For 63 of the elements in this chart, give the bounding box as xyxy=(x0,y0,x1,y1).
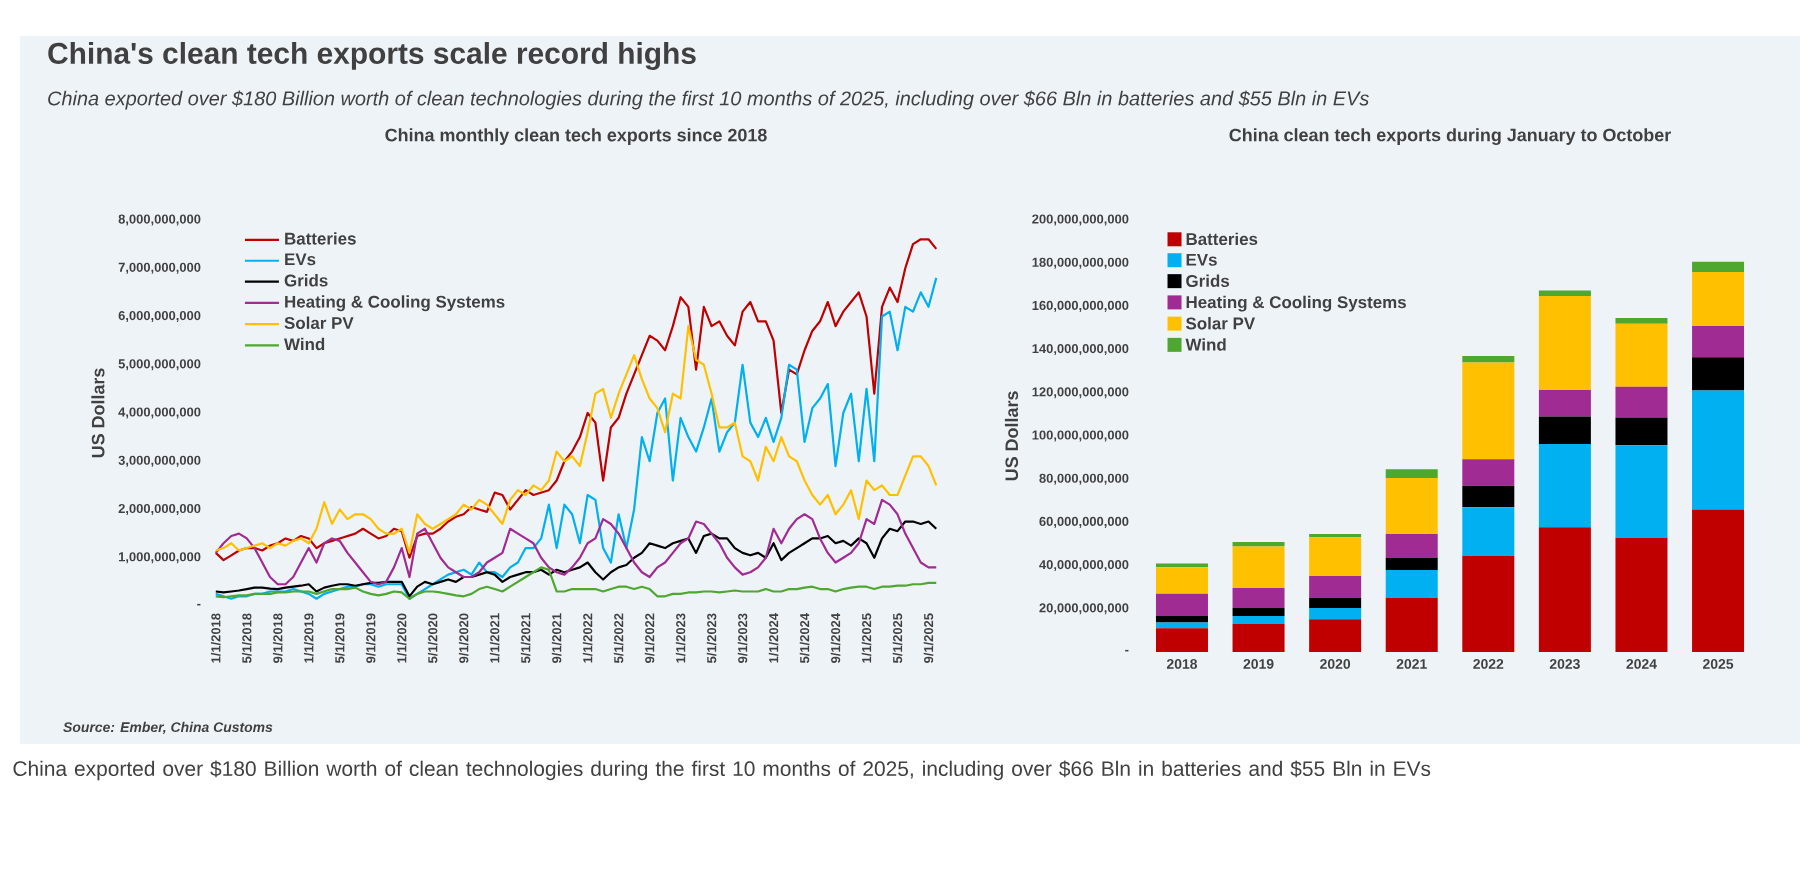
bar xyxy=(1538,290,1591,296)
legend-label: Grids xyxy=(1186,274,1230,287)
bar xyxy=(1385,558,1438,570)
bar xyxy=(1462,459,1515,486)
bar xyxy=(1155,567,1208,594)
bar xyxy=(1155,628,1208,652)
bar xyxy=(1615,318,1668,324)
bar xyxy=(1385,534,1438,559)
bar xyxy=(1309,607,1362,620)
legend-label: Heating & Cooling Systems xyxy=(285,295,505,312)
chart-title: China monthly clean tech exports since 2018 xyxy=(385,128,767,145)
bar xyxy=(1462,362,1515,460)
bar xyxy=(1385,597,1438,652)
bar xyxy=(1538,416,1591,444)
bar xyxy=(1385,569,1438,598)
y-axis-title: US Dollars xyxy=(91,368,105,458)
y-axis-title: US Dollars xyxy=(1004,391,1019,481)
bar xyxy=(1692,261,1745,273)
legend-label: Solar PV xyxy=(1186,316,1256,330)
bar xyxy=(1462,356,1515,363)
bar xyxy=(1692,357,1745,391)
bar xyxy=(1309,575,1362,598)
legend-label: Grids xyxy=(284,274,328,287)
text: China exported over $180 Billion worth of clean technologies during the first 10 months of 2025, including over $66 Bln in batteries and $55 Bln in EVs xyxy=(48,90,1369,110)
bar xyxy=(1232,607,1285,616)
bar xyxy=(1309,619,1362,652)
legend-label: EVs xyxy=(285,253,316,266)
bar xyxy=(1232,615,1285,624)
bar xyxy=(1538,443,1591,528)
bar xyxy=(1232,588,1285,608)
legend-label: Heating & Cooling Systems xyxy=(1186,295,1406,312)
text: China's clean tech exports scale record highs xyxy=(48,41,696,70)
bar xyxy=(1538,389,1591,417)
bar xyxy=(1385,469,1438,478)
bar xyxy=(1155,593,1208,616)
legend-label: Batteries xyxy=(1186,232,1258,246)
bar xyxy=(1309,597,1362,608)
bar xyxy=(1232,623,1285,652)
bar xyxy=(1692,390,1745,510)
bar xyxy=(1232,546,1285,589)
bar xyxy=(1155,615,1208,623)
bar xyxy=(1692,272,1745,327)
bar xyxy=(1538,296,1591,390)
bar xyxy=(1615,537,1668,652)
text: China exported over $180 Billion worth of clean technologies during the first 10 months of 2025, including over $66 Bln in batteries and $55 Bln in EVs xyxy=(13,760,1431,781)
legend-label: Wind xyxy=(284,337,325,351)
bar xyxy=(1462,485,1515,508)
legend-label: EVs xyxy=(1186,253,1217,266)
legend-label: Batteries xyxy=(285,232,356,245)
bar xyxy=(1538,527,1591,652)
legend-label: Wind xyxy=(1185,338,1226,351)
bar xyxy=(1615,386,1668,418)
bar xyxy=(1462,507,1515,557)
bar xyxy=(1462,556,1515,652)
bar xyxy=(1385,477,1438,535)
legend-label: Solar PV xyxy=(284,316,354,329)
bar xyxy=(1692,326,1745,358)
bar xyxy=(1615,417,1668,446)
bar xyxy=(1615,323,1668,387)
chart-title: China clean tech exports during January to October xyxy=(1229,128,1671,145)
bar xyxy=(1309,537,1362,576)
bar xyxy=(1615,445,1668,538)
bar xyxy=(1692,509,1745,652)
